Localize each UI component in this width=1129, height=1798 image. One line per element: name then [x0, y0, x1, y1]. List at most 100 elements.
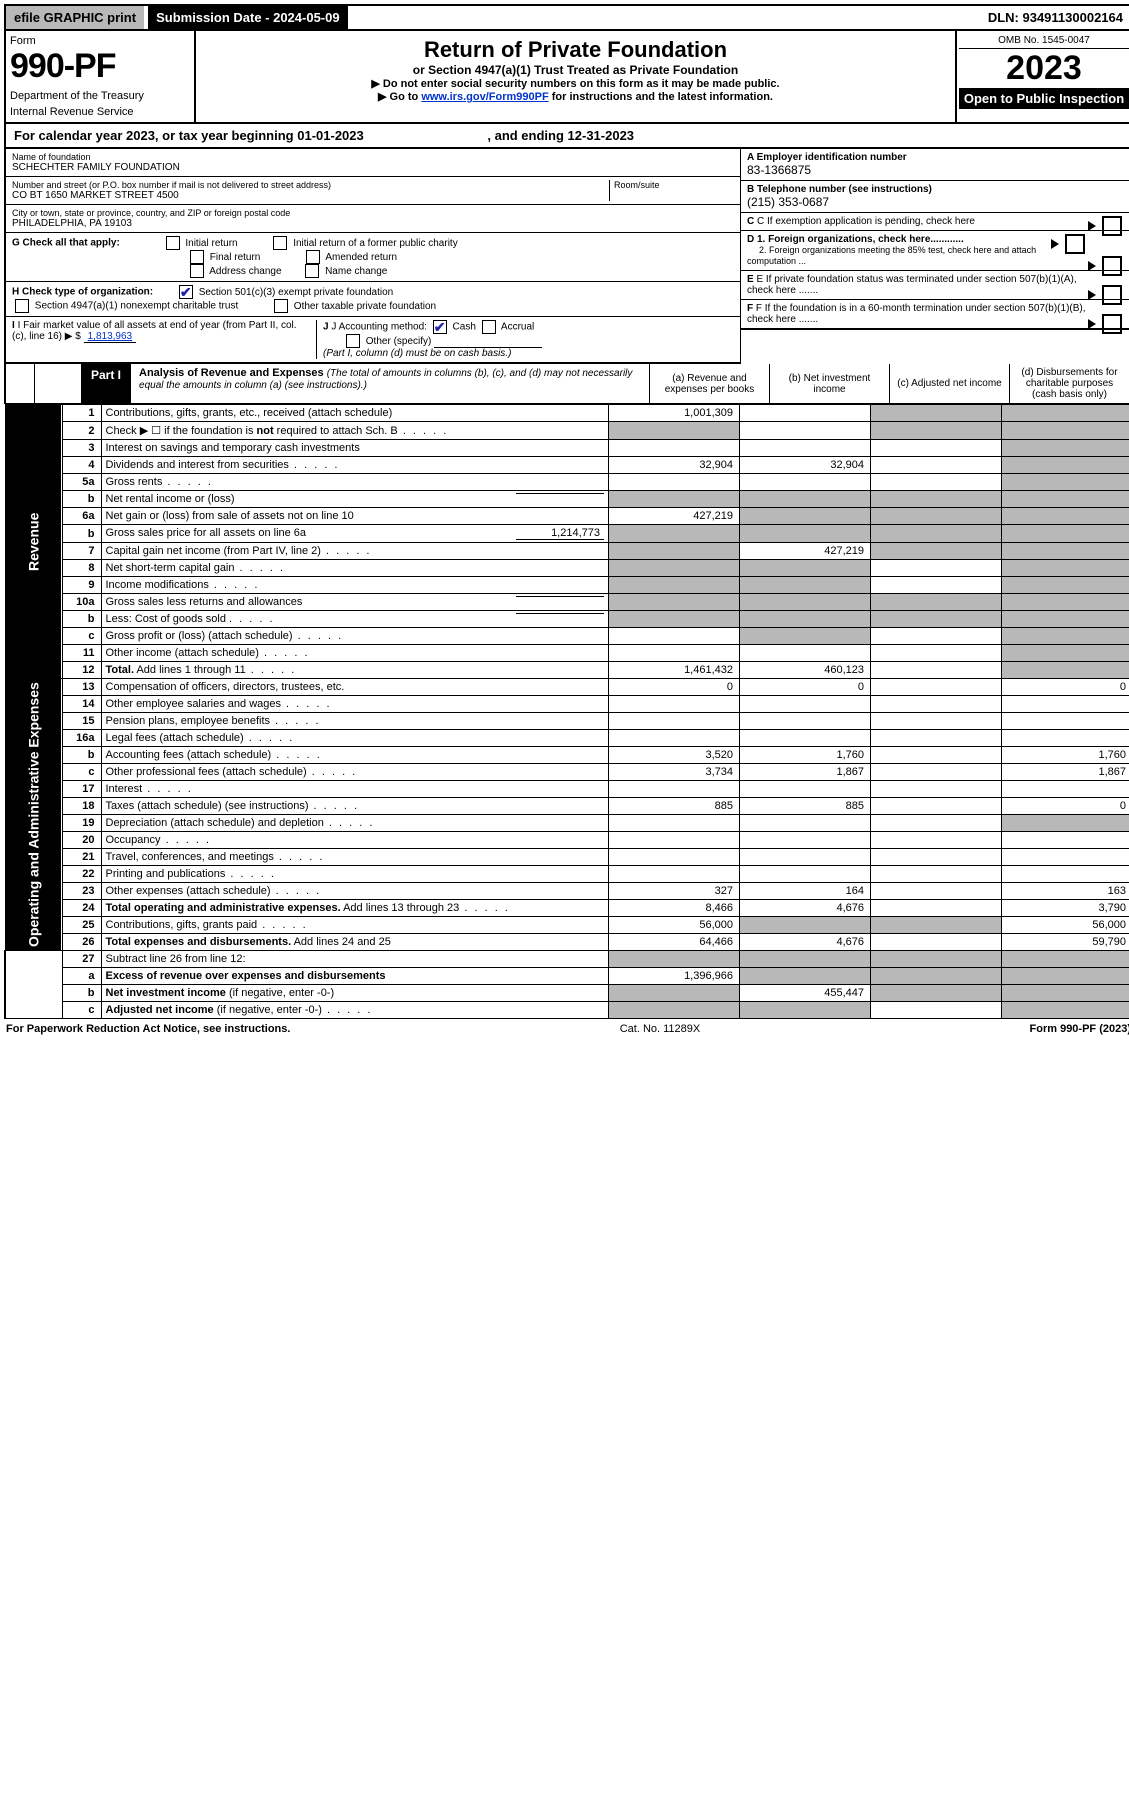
form-title-box: Return of Private Foundation or Section … — [196, 31, 955, 122]
paperwork-notice: For Paperwork Reduction Act Notice, see … — [6, 1023, 290, 1035]
amount-cell — [609, 730, 740, 747]
row-number: 10a — [62, 594, 101, 611]
amount-cell — [609, 781, 740, 798]
amount-cell — [609, 713, 740, 730]
row-label: Net rental income or (loss) — [101, 491, 609, 508]
row-number: 4 — [62, 457, 101, 474]
f-checkbox[interactable] — [1102, 314, 1122, 334]
amount-cell — [1002, 696, 1129, 713]
amount-cell — [871, 611, 1002, 628]
arrow-icon — [1088, 261, 1096, 271]
amount-cell — [740, 1002, 871, 1019]
amount-cell: 164 — [740, 883, 871, 900]
other-method-checkbox[interactable] — [346, 334, 360, 348]
row-label: Net short-term capital gain — [101, 560, 609, 577]
row-number: 2 — [62, 422, 101, 440]
amount-cell — [871, 968, 1002, 985]
row-number: a — [62, 968, 101, 985]
accrual-checkbox[interactable] — [482, 320, 496, 334]
amount-cell — [871, 747, 1002, 764]
row-number: c — [62, 628, 101, 645]
amount-cell — [609, 577, 740, 594]
initial-former-checkbox[interactable] — [273, 236, 287, 250]
arrow-icon — [1088, 319, 1096, 329]
row-label: Travel, conferences, and meetings — [101, 849, 609, 866]
row-number: 23 — [62, 883, 101, 900]
d1-checkbox[interactable] — [1065, 234, 1085, 254]
amount-cell — [871, 525, 1002, 543]
amount-cell — [1002, 543, 1129, 560]
ein-cell: A Employer identification number 83-1366… — [741, 149, 1129, 181]
row-label: Gross profit or (loss) (attach schedule) — [101, 628, 609, 645]
row-number: 6a — [62, 508, 101, 525]
amount-cell — [871, 628, 1002, 645]
name-change-checkbox[interactable] — [305, 264, 319, 278]
row-number: 14 — [62, 696, 101, 713]
amount-cell: 427,219 — [740, 543, 871, 560]
row-label: Excess of revenue over expenses and disb… — [101, 968, 609, 985]
row-number: 7 — [62, 543, 101, 560]
side-label: Operating and Administrative Expenses — [5, 679, 62, 951]
amount-cell: 8,466 — [609, 900, 740, 917]
omb-number: OMB No. 1545-0047 — [959, 33, 1129, 49]
fmv-link[interactable]: 1,813,963 — [84, 331, 137, 343]
4947-checkbox[interactable] — [15, 299, 29, 313]
amount-cell — [1002, 594, 1129, 611]
row-label: Pension plans, employee benefits — [101, 713, 609, 730]
amount-cell: 64,466 — [609, 934, 740, 951]
row-label: Contributions, gifts, grants, etc., rece… — [101, 405, 609, 422]
amount-cell — [1002, 457, 1129, 474]
amount-cell — [740, 866, 871, 883]
form-number: 990-PF — [10, 47, 190, 86]
amount-cell — [871, 474, 1002, 491]
amount-cell — [871, 577, 1002, 594]
irs-link[interactable]: www.irs.gov/Form990PF — [421, 91, 548, 103]
row-label: Accounting fees (attach schedule) — [101, 747, 609, 764]
amount-cell — [871, 815, 1002, 832]
row-number: c — [62, 1002, 101, 1019]
row-number: 25 — [62, 917, 101, 934]
amount-cell: 327 — [609, 883, 740, 900]
row-label: Less: Cost of goods sold — [101, 611, 609, 628]
amount-cell — [1002, 560, 1129, 577]
amount-cell — [871, 798, 1002, 815]
row-label: Income modifications — [101, 577, 609, 594]
amount-cell — [609, 440, 740, 457]
row-label: Total. Add lines 1 through 11 — [101, 662, 609, 679]
amount-cell — [871, 457, 1002, 474]
amount-cell — [871, 1002, 1002, 1019]
amount-cell — [871, 985, 1002, 1002]
amount-cell — [740, 713, 871, 730]
other-taxable-checkbox[interactable] — [274, 299, 288, 313]
amended-return-checkbox[interactable] — [306, 250, 320, 264]
form-header: Form 990-PF Department of the Treasury I… — [4, 31, 1129, 124]
amount-cell: 460,123 — [740, 662, 871, 679]
amount-cell — [1002, 713, 1129, 730]
row-label: Other professional fees (attach schedule… — [101, 764, 609, 781]
final-return-checkbox[interactable] — [190, 250, 204, 264]
amount-cell — [609, 645, 740, 662]
initial-return-checkbox[interactable] — [166, 236, 180, 250]
arrow-icon — [1051, 239, 1059, 249]
efile-label[interactable]: efile GRAPHIC print — [6, 6, 144, 29]
501c3-checkbox[interactable] — [179, 285, 193, 299]
row-number: 9 — [62, 577, 101, 594]
row-label: Interest on savings and temporary cash i… — [101, 440, 609, 457]
amount-cell — [740, 696, 871, 713]
amount-cell — [871, 900, 1002, 917]
id-grid: Name of foundation SCHECHTER FAMILY FOUN… — [4, 149, 1129, 364]
row-number: 5a — [62, 474, 101, 491]
amount-cell — [740, 560, 871, 577]
amount-cell — [609, 543, 740, 560]
address-change-checkbox[interactable] — [190, 264, 204, 278]
amount-cell — [740, 577, 871, 594]
amount-cell: 885 — [609, 798, 740, 815]
side-label: Revenue — [5, 405, 62, 679]
amount-cell — [871, 934, 1002, 951]
cash-checkbox[interactable] — [433, 320, 447, 334]
foundation-name-cell: Name of foundation SCHECHTER FAMILY FOUN… — [6, 149, 740, 177]
row-label: Net investment income (if negative, ente… — [101, 985, 609, 1002]
row-label: Taxes (attach schedule) (see instruction… — [101, 798, 609, 815]
part-label: Part I — [81, 364, 131, 403]
d-cell: D 1. Foreign organizations, check here..… — [741, 231, 1129, 271]
